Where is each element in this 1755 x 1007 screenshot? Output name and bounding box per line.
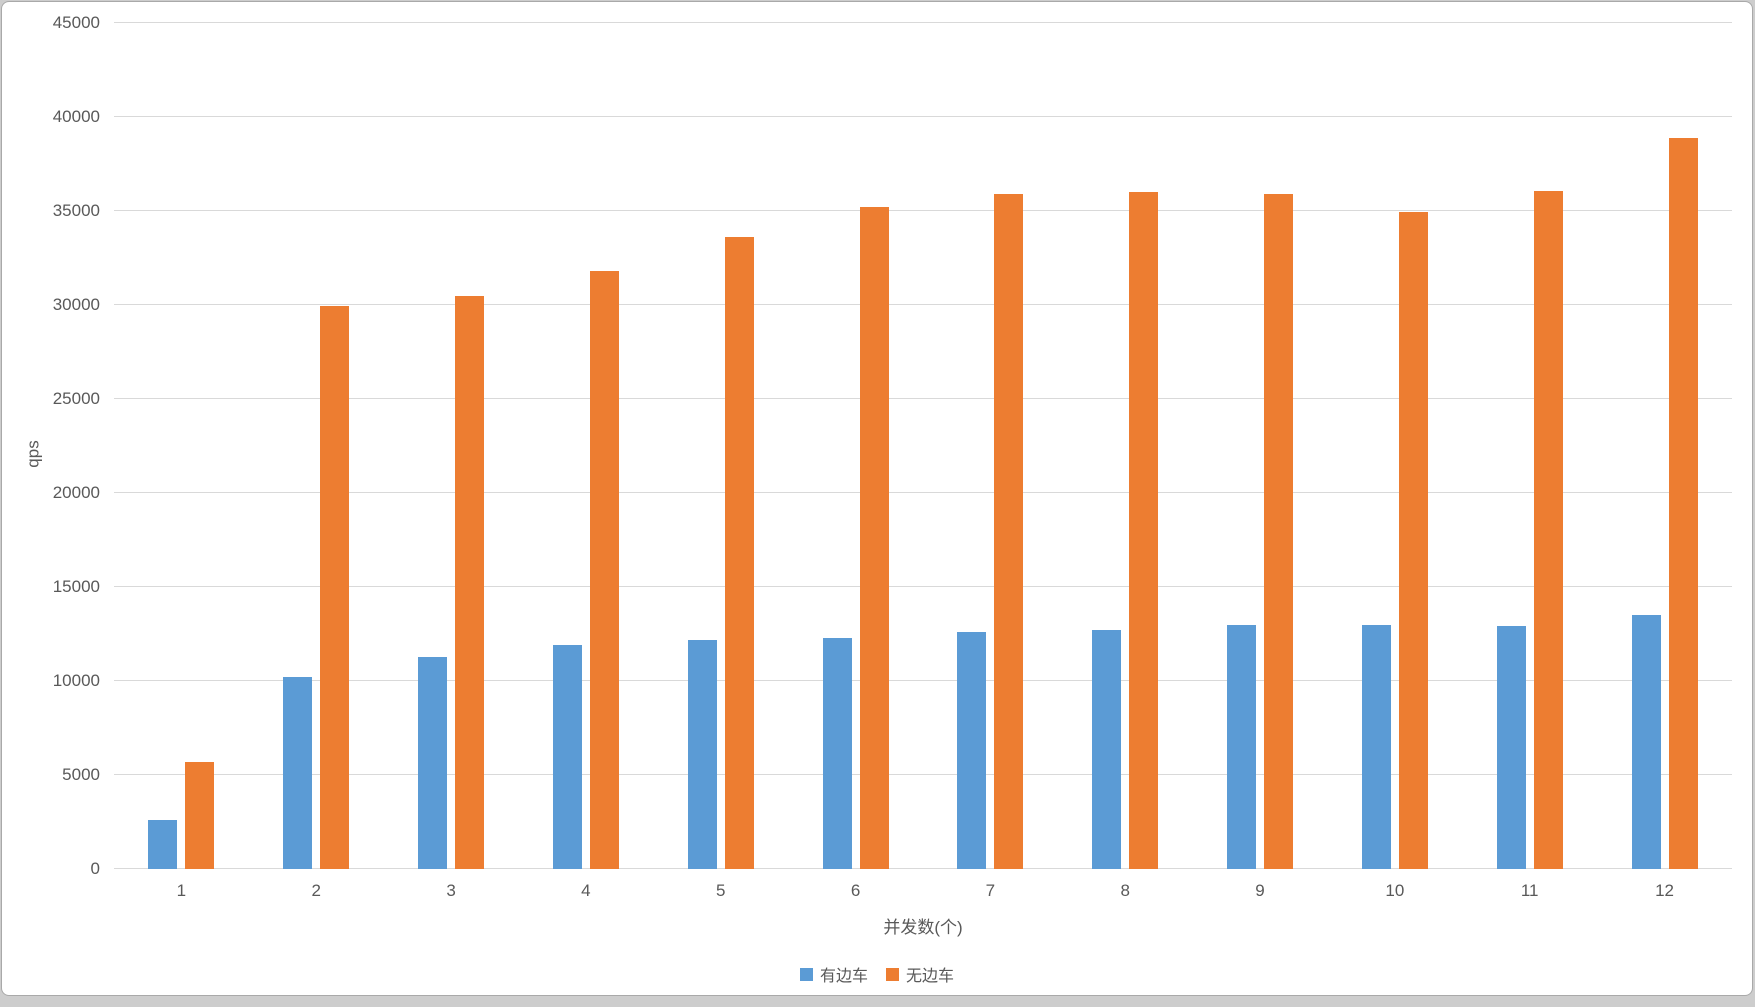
y-tick-label: 25000 — [52, 389, 100, 408]
gridline — [114, 680, 1732, 681]
legend-label: 有边车 — [819, 968, 868, 985]
y-tick-label: 45000 — [52, 13, 100, 32]
bar-无边车 — [1129, 192, 1159, 869]
y-tick-label: 5000 — [62, 765, 100, 784]
gridline — [114, 492, 1732, 493]
bar-无边车 — [589, 271, 619, 869]
legend-item: 有边车 — [799, 962, 868, 986]
bar-有边车 — [1361, 624, 1391, 869]
legend-swatch-icon — [886, 967, 899, 981]
x-tick-label: 3 — [446, 881, 456, 900]
bar-无边车 — [1264, 194, 1294, 869]
x-tick-label: 12 — [1655, 881, 1674, 900]
gridline — [114, 774, 1732, 775]
bar-group — [1193, 23, 1328, 869]
x-tick-label: 7 — [985, 881, 996, 900]
legend-swatch-icon — [799, 967, 813, 981]
bar-groups — [114, 23, 1732, 869]
legend: 有边车 无边车 — [2, 962, 1752, 986]
bar-有边车 — [552, 645, 582, 869]
bar-无边车 — [724, 237, 754, 869]
bar-group — [1058, 23, 1193, 869]
y-tick-label: 15000 — [52, 577, 100, 597]
y-tick-label: 20000 — [52, 483, 100, 502]
bar-group — [518, 23, 653, 869]
bar-有边车 — [957, 632, 987, 869]
bar-group — [114, 23, 249, 869]
x-tick-label: 10 — [1385, 881, 1405, 900]
x-tick-label: 9 — [1255, 881, 1265, 900]
y-tick-label: 0 — [90, 859, 100, 878]
bar-无边车 — [1398, 211, 1428, 869]
y-tick-label: 30000 — [52, 295, 100, 315]
x-tick-label: 1 — [176, 881, 187, 900]
gridline — [114, 210, 1732, 211]
y-tick-label: 10000 — [52, 671, 100, 690]
bar-无边车 — [185, 761, 215, 869]
gridline — [114, 304, 1732, 306]
bar-group — [923, 23, 1058, 869]
bar-group — [384, 23, 519, 869]
gridline — [114, 116, 1732, 117]
bar-有边车 — [687, 639, 717, 869]
gridline — [114, 868, 1732, 869]
gridline — [114, 398, 1732, 399]
bar-group — [1327, 23, 1462, 869]
bar-group — [653, 23, 788, 869]
legend-label: 无边车 — [906, 968, 955, 985]
bar-无边车 — [994, 194, 1024, 869]
plot-area — [114, 22, 1732, 869]
bar-有边车 — [418, 656, 448, 869]
bar-group — [1597, 23, 1732, 869]
x-axis-tick-labels: 1 2 3 4 5 6 7 8 9 10 11 12 — [114, 881, 1732, 901]
x-tick-label: 11 — [1520, 881, 1539, 900]
bar-无边车 — [455, 295, 485, 869]
gridline — [114, 586, 1732, 588]
bar-有边车 — [1631, 615, 1661, 869]
y-axis-tick-labels: 0 5000 10000 15000 20000 25000 30000 35000 40000… — [2, 13, 100, 878]
bar-无边车 — [320, 305, 350, 869]
gridline — [114, 22, 1732, 23]
bar-有边车 — [1092, 630, 1122, 869]
y-tick-label: 35000 — [52, 201, 100, 220]
x-tick-label: 6 — [850, 881, 861, 900]
x-tick-label: 4 — [581, 881, 591, 900]
bar-group — [1462, 23, 1597, 869]
bar-无边车 — [1668, 137, 1698, 869]
bar-无边车 — [1533, 191, 1563, 869]
bar-有边车 — [1496, 625, 1526, 869]
legend-item: 无边车 — [886, 962, 954, 986]
x-tick-label: 5 — [715, 881, 726, 900]
x-tick-label: 8 — [1120, 881, 1130, 900]
x-tick-label: 2 — [311, 881, 321, 900]
bar-有边车 — [148, 820, 178, 869]
x-axis-title: 并发数(个) — [883, 918, 963, 937]
bar-无边车 — [859, 207, 889, 869]
y-tick-label: 40000 — [52, 107, 100, 126]
bar-有边车 — [1227, 624, 1257, 869]
bar-group — [249, 23, 384, 869]
bar-有边车 — [283, 677, 313, 869]
bar-有边车 — [822, 637, 852, 869]
bar-group — [788, 23, 923, 869]
